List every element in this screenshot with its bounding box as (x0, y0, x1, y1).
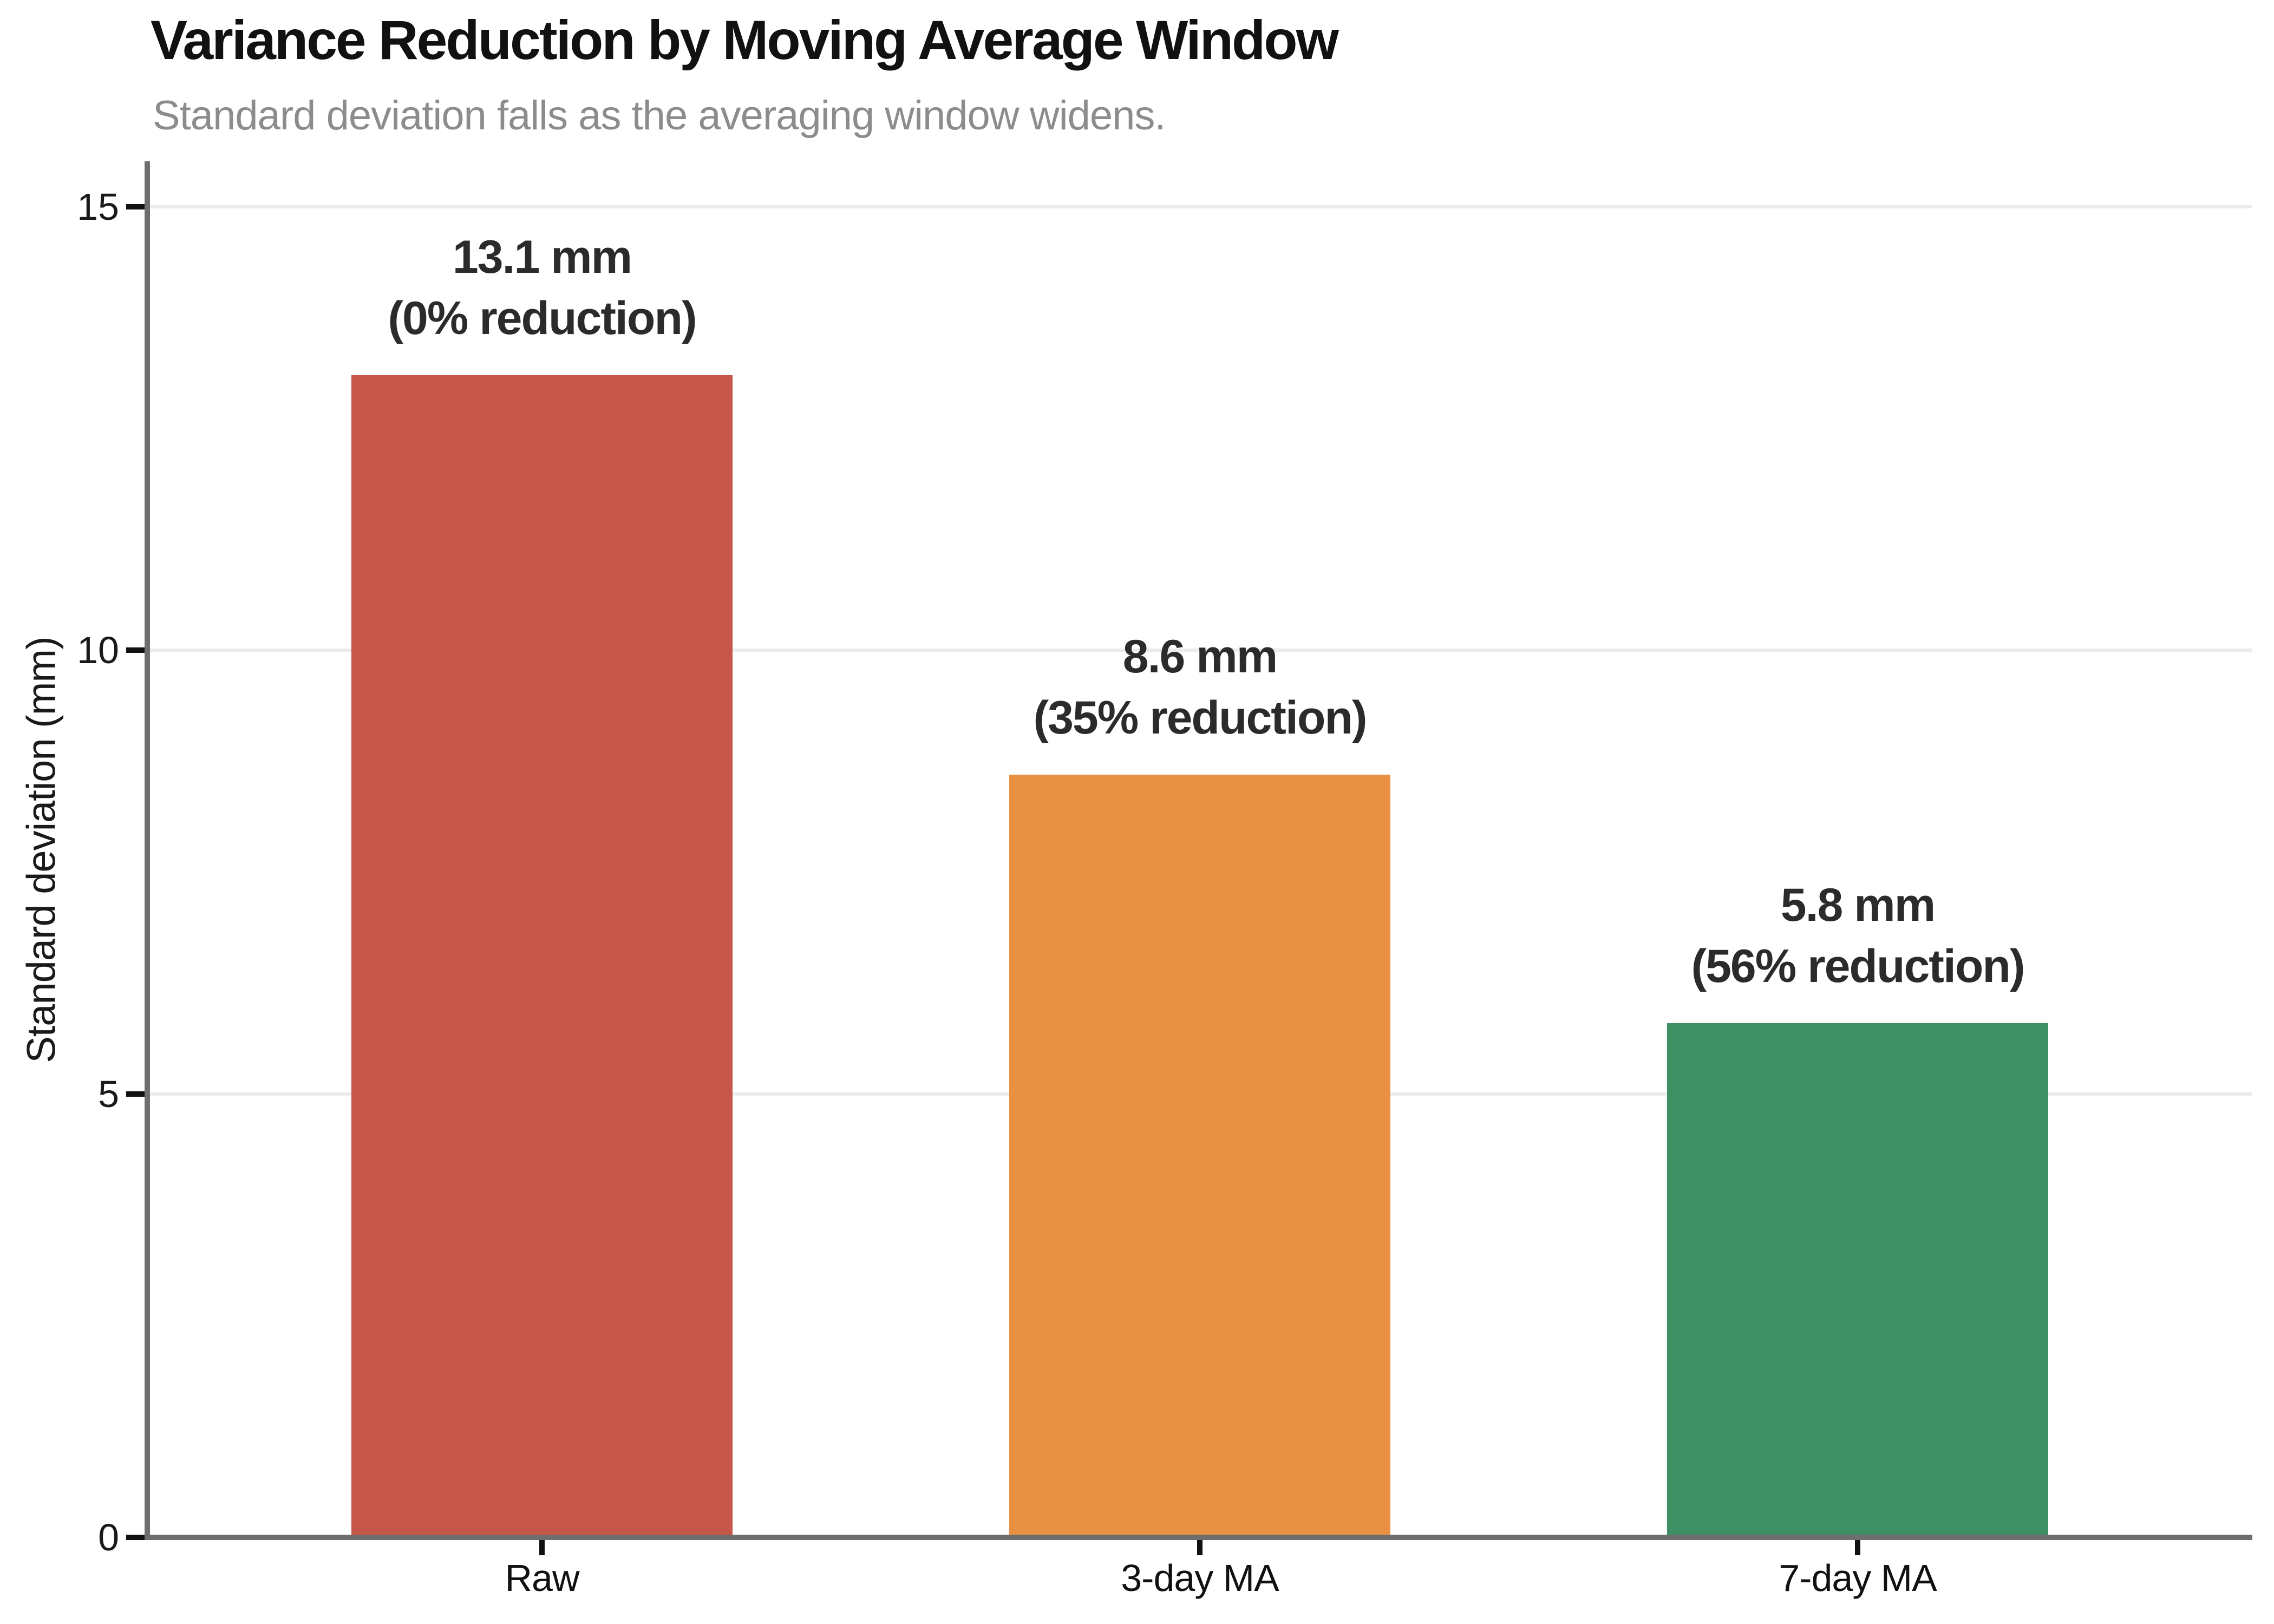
bar-value-text: 13.1 mm (452, 231, 632, 284)
y-tick-label: 15 (77, 185, 119, 228)
chart-title: Variance Reduction by Moving Average Win… (151, 9, 1339, 71)
bar-reduction-text: (0% reduction) (388, 292, 697, 345)
y-axis-label: Standard deviation (mm) (18, 637, 64, 1063)
y-gridline-15 (150, 205, 2252, 208)
x-tick-label-7-day-ma: 7-day MA (1779, 1557, 1937, 1599)
bar-value-label-raw: 13.1 mm (0% reduction) (206, 227, 878, 349)
y-tick (126, 1535, 145, 1540)
y-tick-label: 10 (77, 629, 119, 672)
bar-value-label-3-day-ma: 8.6 mm (35% reduction) (864, 626, 1535, 749)
y-tick (126, 647, 145, 653)
x-tick (539, 1540, 545, 1555)
x-axis-spine (140, 1535, 2252, 1540)
y-gridline-10 (150, 649, 2252, 652)
bar-7-day-ma (1667, 1023, 2049, 1537)
x-tick (1855, 1540, 1860, 1555)
bar-reduction-text: (35% reduction) (1033, 691, 1367, 744)
x-tick (1197, 1540, 1203, 1555)
y-axis-spine (145, 161, 150, 1540)
x-tick-label-raw: Raw (505, 1557, 579, 1599)
chart-subtitle: Standard deviation falls as the averagin… (153, 93, 1166, 139)
y-tick (126, 204, 145, 209)
bar-raw (351, 375, 733, 1537)
bar-3-day-ma (1009, 774, 1391, 1537)
bar-reduction-text: (56% reduction) (1691, 940, 2025, 992)
y-tick-label: 5 (98, 1072, 119, 1115)
y-tick-label: 0 (98, 1516, 119, 1558)
bar-value-text: 8.6 mm (1122, 630, 1278, 683)
y-tick (126, 1091, 145, 1097)
bar-value-text: 5.8 mm (1780, 879, 1936, 931)
x-tick-label-3-day-ma: 3-day MA (1121, 1557, 1279, 1599)
bar-value-label-7-day-ma: 5.8 mm (56% reduction) (1522, 875, 2193, 997)
